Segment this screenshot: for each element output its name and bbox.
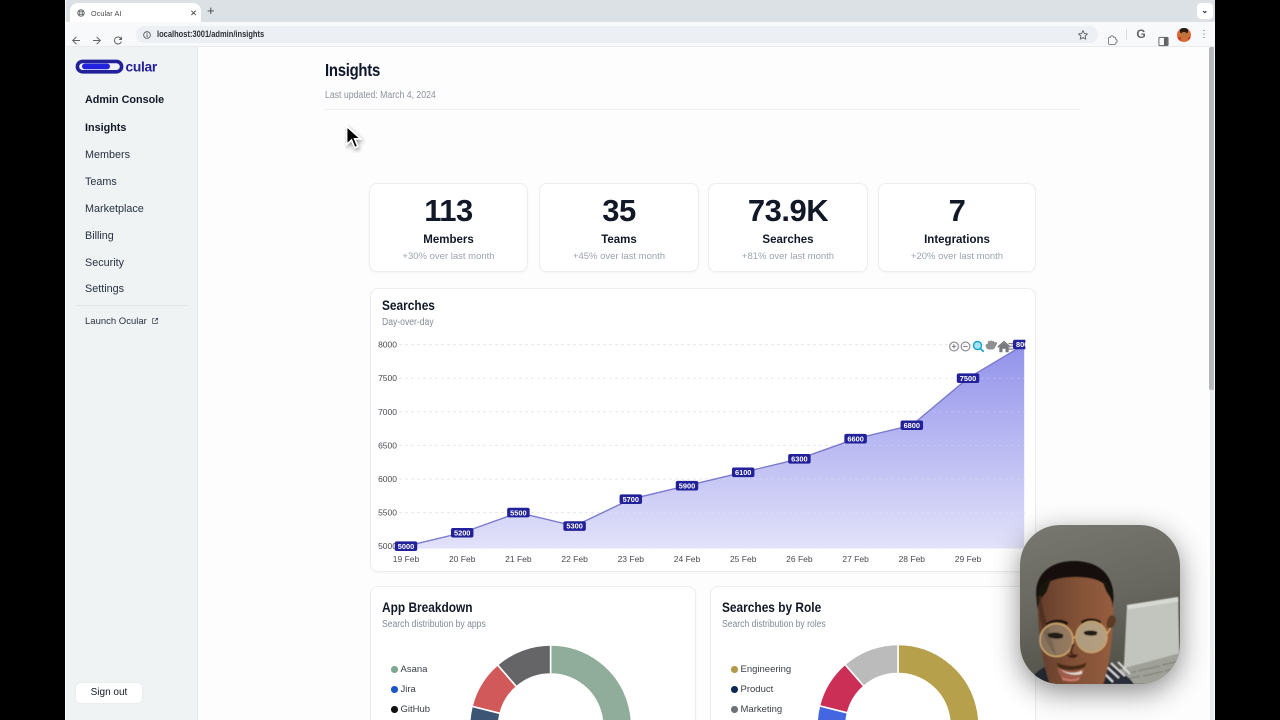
- svg-text:5000: 5000: [398, 542, 414, 551]
- svg-text:27 Feb: 27 Feb: [842, 554, 869, 564]
- svg-text:24 Feb: 24 Feb: [674, 554, 701, 564]
- svg-text:7500: 7500: [960, 374, 976, 383]
- svg-text:6300: 6300: [791, 455, 807, 464]
- svg-text:5900: 5900: [679, 481, 695, 490]
- svg-text:6800: 6800: [904, 421, 920, 430]
- svg-text:7500: 7500: [378, 373, 397, 383]
- svg-text:26 Feb: 26 Feb: [786, 554, 813, 564]
- svg-text:25 Feb: 25 Feb: [730, 554, 757, 564]
- svg-text:28 Feb: 28 Feb: [899, 554, 926, 564]
- svg-text:6600: 6600: [847, 434, 863, 443]
- svg-text:7000: 7000: [378, 407, 397, 417]
- svg-text:29 Feb: 29 Feb: [955, 554, 982, 564]
- svg-text:5500: 5500: [378, 508, 397, 518]
- svg-text:6000: 6000: [378, 474, 397, 484]
- svg-text:21 Feb: 21 Feb: [505, 554, 532, 564]
- svg-text:5500: 5500: [510, 508, 526, 517]
- svg-text:20 Feb: 20 Feb: [449, 554, 476, 564]
- svg-text:8000: 8000: [1016, 340, 1032, 349]
- svg-text:6100: 6100: [735, 468, 751, 477]
- svg-text:19 Feb: 19 Feb: [393, 554, 420, 564]
- svg-text:8000: 8000: [378, 340, 397, 350]
- svg-text:5700: 5700: [623, 495, 639, 504]
- svg-text:cular: cular: [126, 60, 158, 75]
- svg-text:6500: 6500: [378, 440, 397, 450]
- svg-text:5200: 5200: [454, 528, 470, 537]
- svg-text:5000: 5000: [378, 541, 397, 551]
- svg-text:23 Feb: 23 Feb: [618, 554, 645, 564]
- svg-text:5300: 5300: [566, 522, 582, 531]
- svg-text:22 Feb: 22 Feb: [561, 554, 588, 564]
